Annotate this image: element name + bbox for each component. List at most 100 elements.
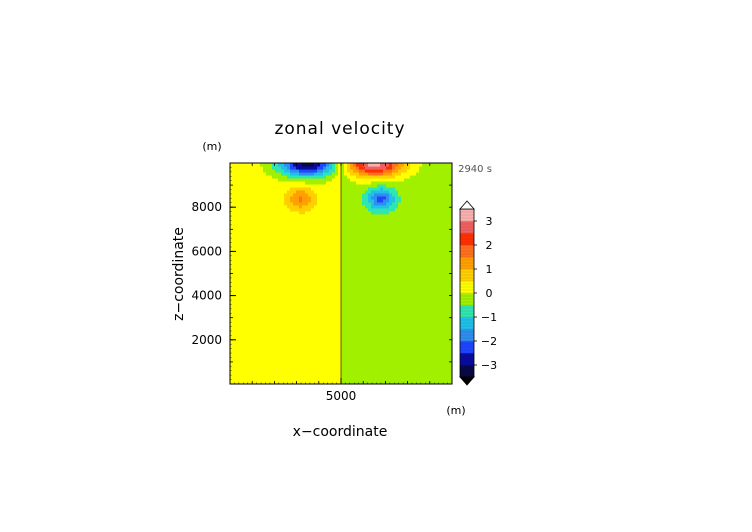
- field-cell: [419, 336, 423, 340]
- field-cell: [401, 174, 405, 179]
- field-cell: [410, 264, 414, 269]
- field-cell: [365, 183, 369, 188]
- field-cell: [308, 300, 312, 304]
- field-cell: [368, 201, 372, 206]
- field-cell: [344, 381, 348, 384]
- field-cell: [230, 318, 234, 322]
- field-cell: [419, 216, 423, 221]
- field-cell: [284, 174, 288, 179]
- field-cell: [407, 297, 411, 301]
- field-cell: [365, 261, 369, 266]
- field-cell: [371, 300, 375, 304]
- field-cell: [314, 204, 318, 209]
- field-cell: [257, 336, 261, 340]
- field-cell: [251, 163, 255, 167]
- field-cell: [311, 351, 315, 355]
- field-cell: [332, 342, 336, 346]
- field-cell: [380, 237, 384, 242]
- field-cell: [344, 345, 348, 349]
- field-cell: [233, 351, 237, 355]
- field-cell: [302, 228, 306, 233]
- field-cell: [242, 186, 246, 191]
- field-cell: [347, 246, 351, 251]
- field-cell: [419, 237, 423, 242]
- field-cell: [251, 204, 255, 209]
- field-cell: [422, 201, 426, 206]
- field-cell: [368, 195, 372, 200]
- field-cell: [410, 378, 414, 382]
- field-cell: [308, 252, 312, 257]
- field-cell: [398, 240, 402, 245]
- field-cell: [314, 207, 318, 212]
- field-cell: [305, 189, 309, 194]
- field-cell: [365, 252, 369, 257]
- field-cell: [326, 354, 330, 358]
- field-cell: [260, 306, 264, 310]
- field-cell: [248, 381, 252, 384]
- field-cell: [425, 219, 429, 224]
- field-cell: [392, 318, 396, 322]
- field-cell: [239, 303, 243, 307]
- field-cell: [275, 381, 279, 384]
- field-cell: [302, 165, 306, 170]
- field-cell: [377, 369, 381, 373]
- field-cell: [293, 216, 297, 221]
- field-cell: [266, 369, 270, 373]
- field-cell: [344, 288, 348, 293]
- field-cell: [281, 246, 285, 251]
- field-cell: [365, 264, 369, 269]
- field-cell: [344, 243, 348, 248]
- field-cell: [380, 261, 384, 266]
- field-cell: [293, 258, 297, 263]
- field-cell: [347, 375, 351, 379]
- field-cell: [389, 198, 393, 203]
- field-cell: [404, 165, 408, 170]
- field-cell: [353, 288, 357, 293]
- field-cell: [338, 270, 342, 275]
- field-cell: [257, 309, 261, 313]
- field-cell: [269, 357, 273, 361]
- field-cell: [254, 243, 258, 248]
- field-cell: [272, 201, 276, 206]
- field-cell: [371, 219, 375, 224]
- field-cell: [341, 258, 345, 263]
- field-cell: [278, 234, 282, 239]
- field-cell: [239, 291, 243, 296]
- field-cell: [338, 309, 342, 313]
- field-cell: [260, 297, 264, 301]
- field-cell: [320, 219, 324, 224]
- field-cell: [335, 246, 339, 251]
- field-cell: [380, 324, 384, 328]
- field-cell: [389, 306, 393, 310]
- field-cell: [263, 372, 267, 376]
- field-cell: [368, 297, 372, 301]
- field-cell: [422, 381, 426, 384]
- field-cell: [407, 243, 411, 248]
- field-cell: [383, 288, 387, 293]
- field-cell: [398, 282, 402, 287]
- field-cell: [323, 324, 327, 328]
- field-cell: [302, 246, 306, 251]
- field-cell: [329, 204, 333, 209]
- field-cell: [254, 297, 258, 301]
- field-cell: [392, 186, 396, 191]
- field-cell: [362, 333, 366, 337]
- field-cell: [374, 351, 378, 355]
- field-cell: [419, 357, 423, 361]
- field-cell: [404, 252, 408, 257]
- field-cell: [278, 273, 282, 278]
- field-cell: [359, 369, 363, 373]
- field-cell: [290, 351, 294, 355]
- field-cell: [293, 237, 297, 242]
- field-cell: [236, 288, 240, 293]
- field-cell: [305, 252, 309, 257]
- field-cell: [284, 378, 288, 382]
- field-cell: [338, 330, 342, 334]
- field-cell: [383, 225, 387, 230]
- field-cell: [296, 309, 300, 313]
- field-cell: [353, 297, 357, 301]
- field-cell: [413, 180, 417, 185]
- field-cell: [404, 246, 408, 251]
- field-cell: [377, 297, 381, 301]
- field-cell: [428, 258, 432, 263]
